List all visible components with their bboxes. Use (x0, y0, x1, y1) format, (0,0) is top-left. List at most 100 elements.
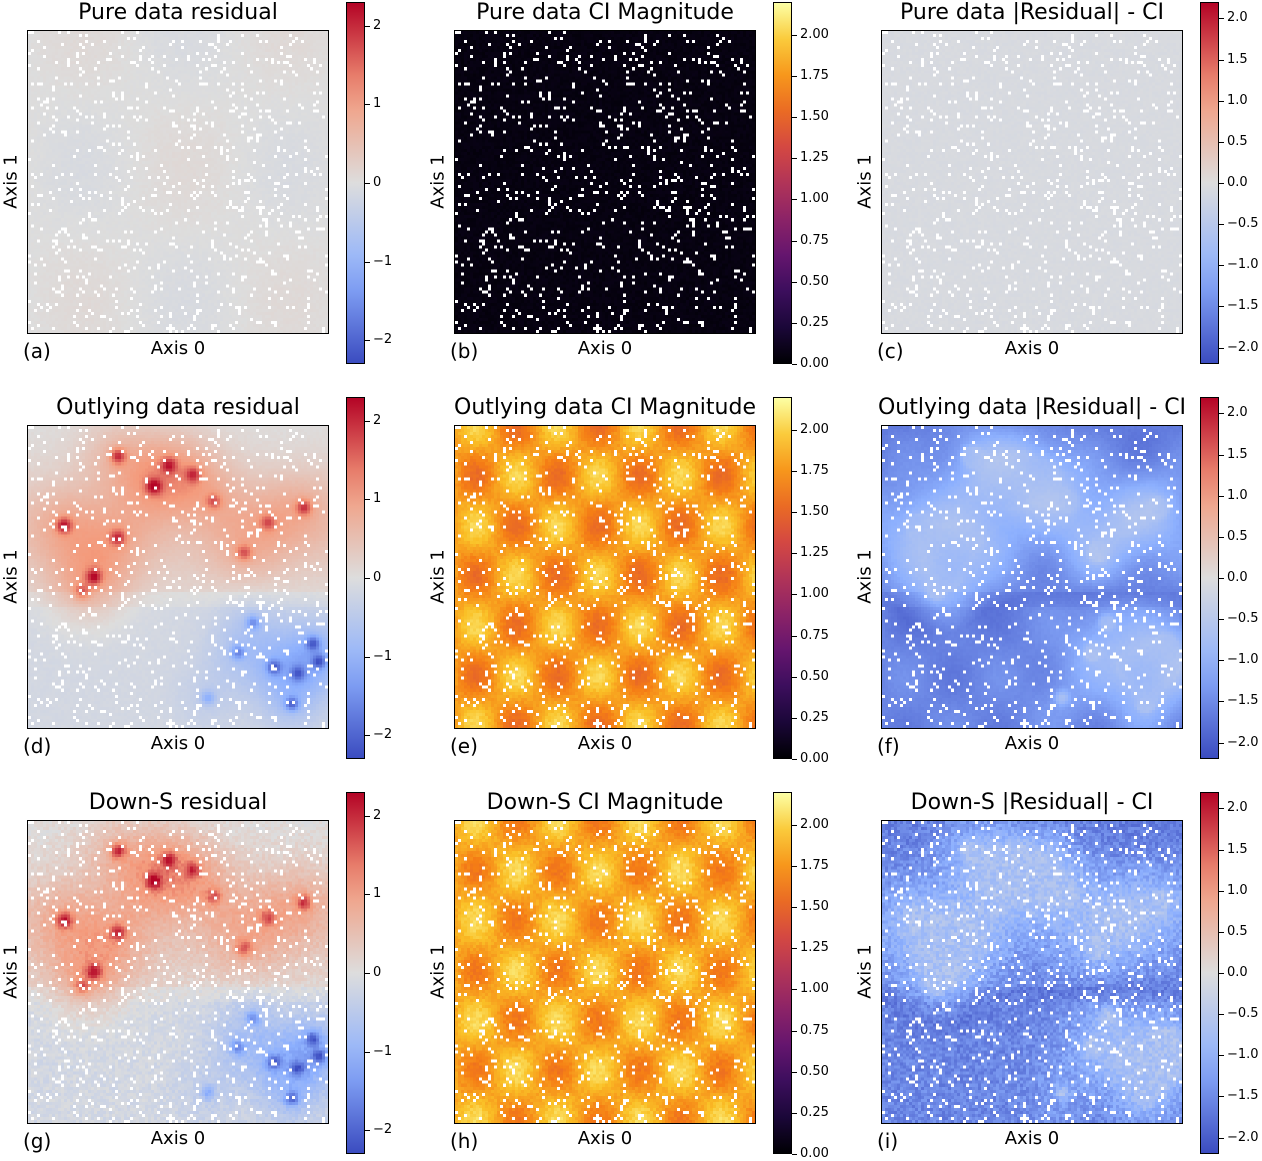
colorbar-tick (1219, 183, 1224, 184)
heatmap-image (882, 426, 1182, 728)
colorbar-tick-label: 1.75 (800, 68, 829, 84)
colorbar (1200, 792, 1219, 1154)
panel-label: (b) (450, 339, 479, 363)
colorbar-tick (365, 261, 370, 263)
colorbar-tick (1219, 660, 1224, 662)
colorbar-tick-label: 0 (373, 175, 382, 190)
colorbar-tick-label: 1 (373, 886, 382, 902)
colorbar-tick (1219, 578, 1224, 579)
colorbar-tick-label: −2 (373, 727, 393, 743)
colorbar-tick-label: 2.00 (800, 816, 829, 832)
colorbar-tick-label: 0.0 (1227, 570, 1248, 585)
y-axis-label: Axis 1 (854, 549, 876, 604)
y-axis-label: Axis 1 (0, 154, 22, 209)
colorbar-tick-label: −1.0 (1227, 1047, 1259, 1063)
colorbar-tick-label: 0.5 (1227, 133, 1248, 149)
colorbar-tick-label: 1.5 (1227, 51, 1248, 67)
heatmap-image (455, 426, 755, 728)
colorbar-tick-label: −2.0 (1227, 734, 1259, 750)
y-axis-label: Axis 1 (0, 549, 22, 604)
heatmap-image (28, 821, 328, 1123)
colorbar-tick (365, 104, 370, 106)
colorbar-tick-label: −1.5 (1227, 1088, 1259, 1104)
colorbar-tick-label: 0.5 (1227, 528, 1248, 544)
chart-title: Down-S CI Magnitude (486, 790, 724, 815)
colorbar-tick (792, 635, 797, 637)
colorbar-tick-label: −1 (373, 1043, 393, 1059)
x-axis-label: Axis 0 (1004, 733, 1060, 754)
chart-title: Outlying data |Residual| - CI (877, 395, 1187, 420)
colorbar-tick (792, 676, 797, 678)
colorbar-tick (1219, 619, 1224, 621)
colorbar-tick-label: −0.5 (1227, 216, 1259, 232)
colorbar-tick-label: 1.25 (800, 940, 829, 956)
colorbar-tick-label: 0.25 (800, 1104, 829, 1120)
colorbar-tick (1219, 454, 1224, 456)
heatmap-i (881, 820, 1183, 1124)
colorbar-tick (1219, 495, 1224, 497)
colorbar-tick (792, 322, 797, 324)
colorbar-tick-label: 0 (373, 570, 382, 585)
x-axis-label: Axis 0 (577, 733, 633, 754)
colorbar-tick (1219, 1096, 1224, 1098)
colorbar-tick-label: 1 (373, 96, 382, 112)
chart-title: Outlying data residual (56, 395, 300, 420)
colorbar-tick-label: 2.00 (800, 421, 829, 437)
colorbar-tick (365, 894, 370, 896)
chart-title: Pure data |Residual| - CI (900, 0, 1164, 25)
colorbar-tick (792, 907, 797, 909)
colorbar-tick (792, 1030, 797, 1032)
panel-label: (f) (877, 734, 900, 758)
colorbar-tick (365, 1051, 370, 1053)
colorbar-tick (792, 1071, 797, 1073)
colorbar-tick-label: 0.5 (1227, 923, 1248, 939)
panel-label: (h) (450, 1129, 479, 1153)
colorbar (346, 397, 365, 759)
y-axis-label: Axis 1 (0, 944, 22, 999)
colorbar (1200, 397, 1219, 759)
panel-label: (i) (877, 1129, 899, 1153)
colorbar-tick (1219, 890, 1224, 892)
chart-title: Pure data CI Magnitude (476, 0, 734, 25)
colorbar-tick (792, 989, 797, 991)
colorbar-tick (792, 240, 797, 242)
colorbar-tick-label: −1.5 (1227, 298, 1259, 314)
heatmap-image (882, 821, 1182, 1123)
y-axis-label: Axis 1 (427, 944, 449, 999)
colorbar-tick (1219, 100, 1224, 102)
y-axis-label: Axis 1 (854, 154, 876, 209)
colorbar-tick-label: 1.0 (1227, 487, 1248, 503)
x-axis-label: Axis 0 (577, 1128, 633, 1149)
colorbar-tick-label: 1.00 (800, 981, 829, 997)
colorbar-tick-label: 1.50 (800, 109, 829, 125)
heatmap-image (28, 31, 328, 333)
colorbar-tick-label: −2.0 (1227, 339, 1259, 355)
colorbar (773, 792, 792, 1154)
colorbar-tick-label: 2.0 (1227, 405, 1248, 421)
colorbar (773, 397, 792, 759)
heatmap-f (881, 425, 1183, 729)
colorbar-tick (365, 340, 370, 342)
colorbar-tick (792, 866, 797, 868)
chart-title: Pure data residual (78, 0, 278, 25)
colorbar-tick-label: 1.50 (800, 504, 829, 520)
colorbar-tick-label: 0.00 (800, 1146, 829, 1161)
colorbar-tick (1219, 18, 1224, 20)
chart-title: Down-S |Residual| - CI (910, 790, 1154, 815)
colorbar-tick-label: −2 (373, 332, 393, 348)
colorbar-tick-label: 0.0 (1227, 965, 1248, 980)
colorbar-tick (1219, 306, 1224, 308)
colorbar-tick (1219, 742, 1224, 744)
heatmap-a (27, 30, 329, 334)
colorbar-tick-label: 1.00 (800, 586, 829, 602)
x-axis-label: Axis 0 (150, 1128, 206, 1149)
x-axis-label: Axis 0 (1004, 1128, 1060, 1149)
colorbar-tick (365, 499, 370, 501)
colorbar-tick-label: 1.50 (800, 899, 829, 915)
colorbar-tick (1219, 347, 1224, 349)
panel-label: (g) (23, 1129, 52, 1153)
panel-label: (d) (23, 734, 52, 758)
colorbar-tick-label: 1.0 (1227, 882, 1248, 898)
heatmap-image (455, 31, 755, 333)
colorbar-tick (365, 815, 370, 817)
